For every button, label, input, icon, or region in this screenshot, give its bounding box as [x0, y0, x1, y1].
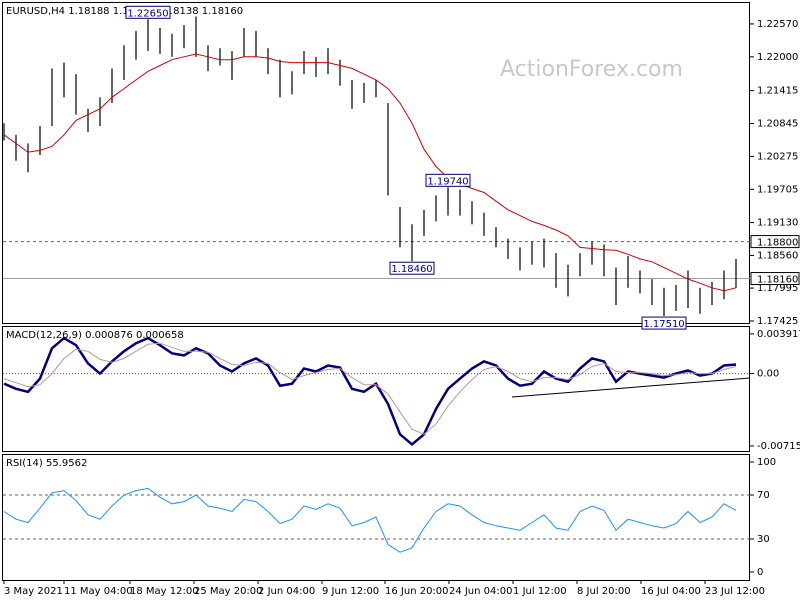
level-label-box [750, 272, 800, 286]
level-label: 1.18800 [757, 238, 798, 249]
y-tick-label: 1.22000 [757, 52, 798, 63]
indicator-line [3, 487, 737, 553]
moving-average [3, 53, 737, 292]
y-tick-label: 1.21415 [757, 86, 798, 97]
x-tick-label: 16 Jul 04:00 [641, 586, 701, 597]
x-tick-label: 16 Jun 20:00 [385, 586, 449, 597]
annotation-box [425, 173, 471, 187]
macd-panel [2, 326, 750, 452]
trend-line [511, 377, 751, 398]
level-label: 1.18160 [757, 275, 798, 286]
rsi-panel [2, 454, 750, 581]
x-tick-label: 11 May 04:00 [64, 586, 133, 597]
y-tick-label: 70 [757, 490, 770, 501]
x-tick-label: 18 May 12:00 [130, 586, 199, 597]
annotation-label: 1.18460 [391, 264, 432, 275]
y-tick-label: 30 [757, 534, 770, 545]
indicator-line [3, 336, 737, 447]
price-panel [2, 2, 750, 324]
x-tick-label: 25 May 20:00 [194, 586, 263, 597]
annotation-label: 1.17510 [643, 319, 684, 330]
rsi-title: RSI(14) 55.9562 [6, 458, 87, 469]
annotation-box [641, 316, 687, 330]
watermark: ActionForex.com [500, 57, 683, 82]
y-tick-label: 1.19130 [757, 218, 798, 229]
y-tick-label: 0.00 [757, 369, 779, 380]
y-tick-label: 100 [757, 457, 776, 468]
annotation-label: 1.22650 [127, 8, 168, 19]
annotation-label: 1.19740 [427, 176, 468, 187]
x-tick-label: 1 Jul 12:00 [513, 586, 567, 597]
y-tick-label: 1.18560 [757, 250, 798, 261]
y-tick-label: 1.20845 [757, 119, 798, 130]
price-title: EURUSD,H4 1.18188 1.18190 1.18138 1.1816… [6, 6, 243, 17]
y-tick-label: 1.22570 [757, 19, 798, 30]
y-tick-label: 1.17425 [757, 316, 798, 327]
y-tick-label: 0 [757, 567, 763, 578]
x-tick-label: 8 Jul 20:00 [577, 586, 631, 597]
x-tick-label: 24 Jun 04:00 [449, 586, 513, 597]
y-tick-label: 1.19705 [757, 184, 798, 195]
macd-title: MACD(12,26,9) 0.000876 0.000658 [6, 330, 184, 341]
x-tick-label: 3 May 2021 [4, 586, 63, 597]
y-tick-label: 1.20275 [757, 151, 798, 162]
annotation-box [125, 5, 171, 19]
y-tick-label: -0.007152 [757, 441, 800, 452]
annotation-box [389, 261, 435, 275]
y-tick-label: 0.003917 [757, 329, 800, 340]
x-tick-label: 23 Jul 12:00 [705, 586, 765, 597]
level-label-box [750, 235, 800, 249]
x-tick-label: 9 Jun 12:00 [322, 586, 379, 597]
indicator-line [3, 342, 737, 435]
x-tick-label: 2 Jun 04:00 [258, 586, 315, 597]
y-tick-label: 1.17995 [757, 283, 798, 294]
